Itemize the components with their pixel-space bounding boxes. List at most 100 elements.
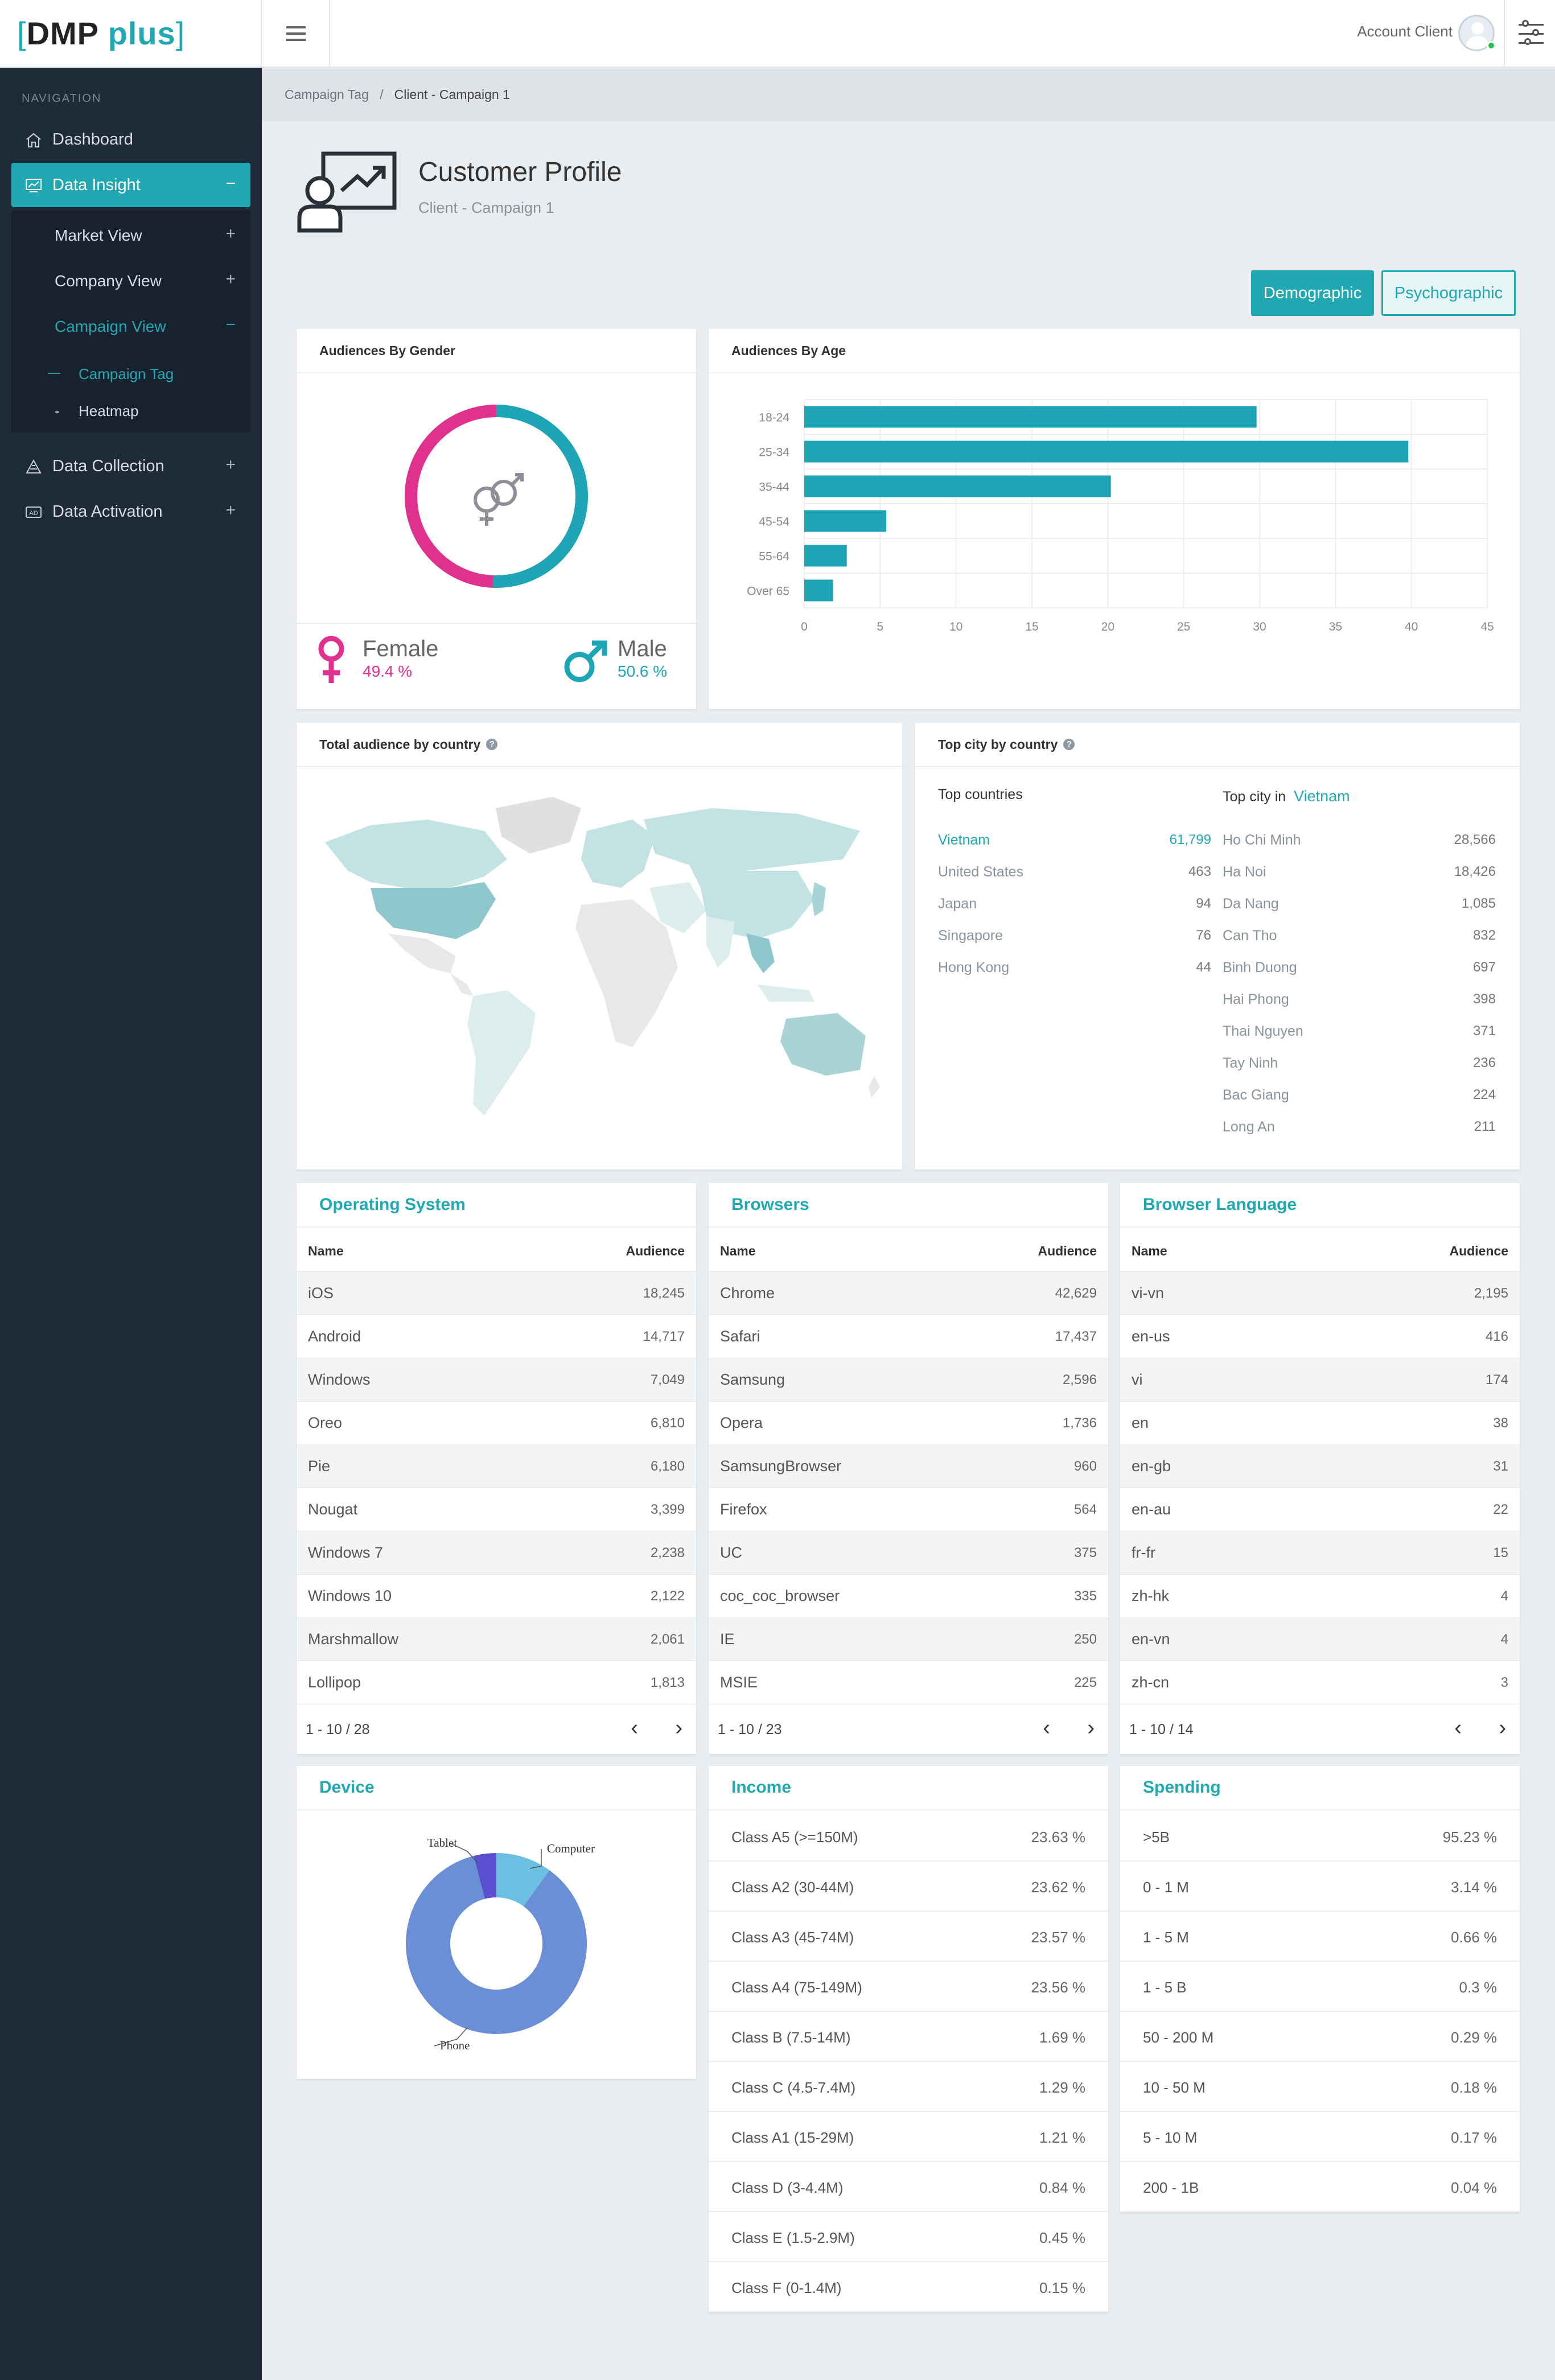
sliders-icon	[1519, 42, 1544, 44]
city-name: Ho Chi Minh	[1223, 832, 1301, 848]
cell-audience: 3,399	[650, 1502, 685, 1517]
cell-audience: 18,245	[643, 1286, 685, 1301]
account-name[interactable]: Account Client	[1357, 23, 1453, 40]
table-row: IE 250	[709, 1618, 1108, 1661]
svg-text:AD: AD	[29, 510, 38, 517]
help-icon[interactable]: ?	[1063, 739, 1075, 750]
age-bar[interactable]	[804, 475, 1111, 497]
card-title: Operating System	[297, 1183, 696, 1228]
age-chart-card: Audiences By Age 0 5 10 15 20 25 30 35 40 45 18-24…	[709, 329, 1520, 709]
sidebar-item-company-view[interactable]: Company View	[55, 272, 162, 290]
tab-demographic[interactable]: Demographic	[1251, 270, 1374, 316]
expand-icon[interactable]: +	[225, 455, 236, 474]
card-title: Audiences By Gender	[297, 329, 696, 373]
collapse-icon[interactable]: −	[225, 315, 236, 334]
expand-icon[interactable]: +	[225, 224, 236, 243]
city-name: Can Tho	[1223, 928, 1277, 944]
prev-page-icon[interactable]: ‹	[1043, 1716, 1050, 1740]
column-header-name[interactable]: Name	[1132, 1243, 1167, 1258]
x-tick-label: 40	[1405, 620, 1418, 633]
list-item: Class A1 (15-29M) 1.21 %	[709, 2112, 1108, 2162]
city-name: Long An	[1223, 1119, 1275, 1135]
female-percent: 49.4 %	[363, 662, 413, 680]
y-tick-label: 25-34	[759, 446, 789, 459]
next-page-icon[interactable]: ›	[675, 1716, 682, 1740]
breadcrumb-parent[interactable]: Campaign Tag	[285, 87, 369, 102]
help-icon[interactable]: ?	[486, 739, 498, 750]
table-row: vi 174	[1120, 1358, 1520, 1402]
age-bar[interactable]	[804, 406, 1257, 428]
table-header: Name Audience	[297, 1228, 696, 1272]
collapse-icon[interactable]: −	[225, 174, 236, 193]
device-slice[interactable]	[406, 1853, 587, 2034]
age-bar-chart: 0 5 10 15 20 25 30 35 40 45 18-24 25-34 35-44 45-54 55…	[747, 399, 1494, 633]
prev-page-icon[interactable]: ‹	[1454, 1716, 1462, 1740]
column-header-audience[interactable]: Audience	[626, 1243, 685, 1258]
logo-area: [DMP plus]	[0, 0, 262, 68]
country-name[interactable]: United States	[938, 864, 1024, 880]
city-value: 28,566	[1454, 832, 1496, 847]
country-name[interactable]: Japan	[938, 896, 977, 912]
country-name[interactable]: Vietnam	[938, 832, 990, 848]
prev-page-icon[interactable]: ‹	[631, 1716, 638, 1740]
next-page-icon[interactable]: ›	[1499, 1716, 1506, 1740]
age-bar[interactable]	[804, 510, 886, 532]
female-arc	[405, 405, 588, 588]
tab-psychographic[interactable]: Psychographic	[1381, 270, 1516, 316]
table-row: coc_coc_browser 335	[709, 1575, 1108, 1618]
card-title: Total audience by country?	[297, 723, 902, 767]
device-card: Device Computer Tablet Phone	[297, 1766, 696, 2079]
cell-name: Android	[308, 1328, 361, 1345]
card-title: Browsers	[709, 1183, 1108, 1228]
expand-icon[interactable]: +	[225, 270, 236, 289]
item-percent: 0.04 %	[1451, 2179, 1497, 2196]
cell-audience: 174	[1485, 1372, 1508, 1387]
sidebar-item-data-insight[interactable]: Data Insight −	[11, 163, 250, 207]
presentation-icon	[297, 151, 397, 233]
column-header-name[interactable]: Name	[308, 1243, 344, 1258]
table-header: Name Audience	[709, 1228, 1108, 1272]
list-item: Class A2 (30-44M) 23.62 %	[709, 1862, 1108, 1912]
sidebar-item-dashboard[interactable]: Dashboard	[11, 117, 250, 162]
settings-button[interactable]	[1504, 0, 1555, 68]
sidebar-item-heatmap[interactable]: Heatmap	[79, 402, 139, 419]
age-bar[interactable]	[804, 579, 833, 602]
sidebar-item-market-view[interactable]: Market View	[55, 227, 142, 244]
sidebar-item-campaign-view[interactable]: Campaign View	[55, 318, 166, 335]
item-percent: 0.84 %	[1039, 2179, 1085, 2196]
x-tick-label: 25	[1177, 620, 1190, 633]
indonesia-shape	[758, 985, 814, 1002]
item-percent: 0.3 %	[1459, 1979, 1498, 1996]
world-map[interactable]	[314, 785, 883, 1127]
device-donut-chart: Computer Tablet Phone	[401, 1836, 595, 2052]
leader-line	[450, 1843, 478, 1863]
list-item: Class A4 (75-149M) 23.56 %	[709, 1962, 1108, 2012]
item-percent: 0.17 %	[1451, 2129, 1497, 2146]
menu-toggle-button[interactable]	[262, 0, 330, 68]
next-page-icon[interactable]: ›	[1087, 1716, 1095, 1740]
top-bar: Account Client	[262, 0, 1555, 68]
device-slice[interactable]	[406, 1853, 587, 2034]
selected-country[interactable]: Vietnam	[1294, 788, 1350, 805]
age-bar[interactable]	[804, 440, 1409, 463]
cell-name: fr-fr	[1132, 1544, 1155, 1561]
sidebar-item-campaign-tag[interactable]: Campaign Tag	[79, 365, 174, 382]
sidebar-item-data-collection[interactable]: Data Collection +	[11, 444, 250, 488]
column-header-name[interactable]: Name	[720, 1243, 756, 1258]
item-percent: 1.69 %	[1039, 2029, 1085, 2046]
sidebar-item-data-activation[interactable]: AD Data Activation +	[11, 489, 250, 534]
expand-icon[interactable]: +	[225, 501, 236, 520]
cell-name: MSIE	[720, 1674, 758, 1691]
country-name[interactable]: Singapore	[938, 928, 1003, 944]
app-logo[interactable]: [DMP plus]	[17, 15, 186, 51]
cell-name: Opera	[720, 1414, 763, 1431]
cell-audience: 1,736	[1062, 1415, 1097, 1431]
cell-audience: 14,717	[643, 1329, 685, 1344]
column-header-audience[interactable]: Audience	[1449, 1243, 1508, 1258]
column-header-audience[interactable]: Audience	[1038, 1243, 1097, 1258]
country-name[interactable]: Hong Kong	[938, 960, 1010, 975]
gender-card: Audiences By Gender Female 49.4 % Male 5…	[297, 329, 696, 709]
mexico-shape	[388, 933, 456, 973]
age-bar[interactable]	[804, 545, 847, 567]
device-slice[interactable]	[401, 1848, 591, 2039]
